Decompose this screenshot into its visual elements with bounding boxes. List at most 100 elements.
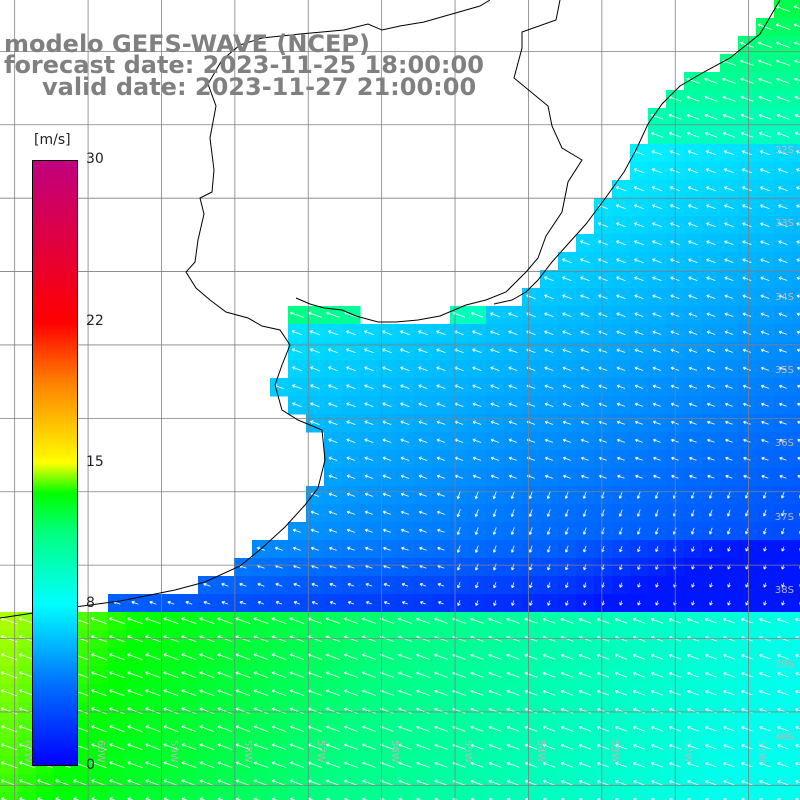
wind-arrow xyxy=(311,601,319,605)
wind-arrow xyxy=(271,761,287,768)
wind-arrow xyxy=(564,491,569,499)
wind-arrow xyxy=(723,168,734,174)
wind-arrow xyxy=(561,258,572,264)
wind-arrow xyxy=(434,707,448,714)
wind-cell xyxy=(792,144,800,163)
wind-arrow xyxy=(614,707,628,714)
wind-arrow xyxy=(723,762,735,768)
wind-arrow xyxy=(688,420,697,425)
wind-arrow xyxy=(475,581,479,589)
wind-arrow xyxy=(434,743,448,750)
wind-arrow xyxy=(470,725,484,732)
wind-arrow xyxy=(382,510,392,515)
wind-arrow xyxy=(73,779,89,787)
wind-arrow xyxy=(145,653,161,661)
wind-arrow xyxy=(127,743,143,751)
wind-arrow xyxy=(418,384,428,389)
wind-cell xyxy=(792,432,800,451)
wind-arrow xyxy=(328,438,338,443)
wind-arrow xyxy=(419,582,427,587)
wind-cell xyxy=(342,792,361,800)
wind-arrow xyxy=(325,671,341,678)
wind-arrow xyxy=(456,491,461,500)
wind-arrow xyxy=(704,131,718,138)
wind-arrow xyxy=(506,743,520,750)
wind-arrow xyxy=(758,77,772,84)
wind-arrow xyxy=(688,366,698,371)
wind-arrow xyxy=(614,653,628,660)
wind-arrow xyxy=(235,617,251,624)
wind-arrow xyxy=(361,689,376,696)
wind-arrow xyxy=(709,546,713,552)
wind-arrow xyxy=(761,474,769,479)
wind-arrow xyxy=(652,330,662,335)
wind-arrow xyxy=(327,330,338,336)
wind-arrow xyxy=(328,546,337,551)
wind-arrow xyxy=(289,689,305,696)
wind-arrow xyxy=(506,761,520,768)
wind-arrow xyxy=(382,348,392,354)
wind-arrow xyxy=(724,294,734,299)
wind-arrow xyxy=(325,761,340,768)
wind-arrow xyxy=(779,402,787,407)
wind-arrow xyxy=(724,276,734,281)
wind-arrow xyxy=(740,131,754,138)
wind-arrow xyxy=(744,491,749,499)
latitude-label: 33S xyxy=(774,218,794,230)
wind-arrow xyxy=(217,761,233,768)
wind-cell xyxy=(792,36,800,55)
wind-arrow xyxy=(775,41,790,48)
wind-arrow xyxy=(760,204,770,210)
wind-arrow xyxy=(0,743,17,751)
wind-arrow xyxy=(381,330,392,336)
wind-arrow xyxy=(542,671,556,678)
wind-arrow xyxy=(0,797,8,800)
wind-arrow xyxy=(397,617,412,624)
wind-arrow xyxy=(346,420,356,425)
wind-arrow xyxy=(634,258,644,264)
wind-arrow xyxy=(743,438,751,443)
wind-arrow xyxy=(544,456,553,461)
wind-arrow xyxy=(779,474,787,479)
wind-arrow xyxy=(488,761,502,768)
wind-arrow xyxy=(275,600,283,605)
wind-arrow xyxy=(579,240,590,246)
latitude-label: 39S xyxy=(774,658,794,670)
wind-arrow xyxy=(777,168,788,174)
wind-arrow xyxy=(542,743,556,750)
wind-arrow xyxy=(582,527,587,535)
wind-arrow xyxy=(526,312,536,318)
wind-arrow xyxy=(416,779,430,786)
wind-arrow xyxy=(781,600,785,606)
wind-arrow xyxy=(598,312,608,317)
wind-arrow xyxy=(328,492,338,497)
wind-arrow xyxy=(401,582,409,587)
wind-arrow xyxy=(650,743,663,750)
wind-arrow xyxy=(506,725,520,732)
wind-arrow xyxy=(634,294,644,299)
wind-cell xyxy=(702,792,721,800)
wind-arrow xyxy=(127,617,143,625)
wind-arrow xyxy=(434,761,448,768)
wind-arrow xyxy=(704,77,718,84)
latitude-label: 35S xyxy=(774,364,794,376)
wind-arrow xyxy=(488,671,502,678)
wind-arrow xyxy=(365,601,372,605)
wind-arrow xyxy=(529,600,533,606)
colorbar-unit: [m/s] xyxy=(34,132,71,148)
longitude-label: 60W xyxy=(95,740,107,763)
wind-arrow xyxy=(596,725,610,732)
wind-arrow xyxy=(293,582,301,587)
wind-arrow xyxy=(707,474,715,479)
wind-arrow xyxy=(578,689,592,696)
wind-arrow xyxy=(633,222,644,228)
wind-arrow xyxy=(109,653,125,661)
colorbar xyxy=(32,160,78,766)
wind-cell xyxy=(792,126,800,145)
wind-arrow xyxy=(382,402,392,407)
wind-arrow xyxy=(361,671,376,678)
wind-arrow xyxy=(524,653,538,660)
wind-cell xyxy=(288,792,307,800)
wind-arrow xyxy=(686,95,700,102)
